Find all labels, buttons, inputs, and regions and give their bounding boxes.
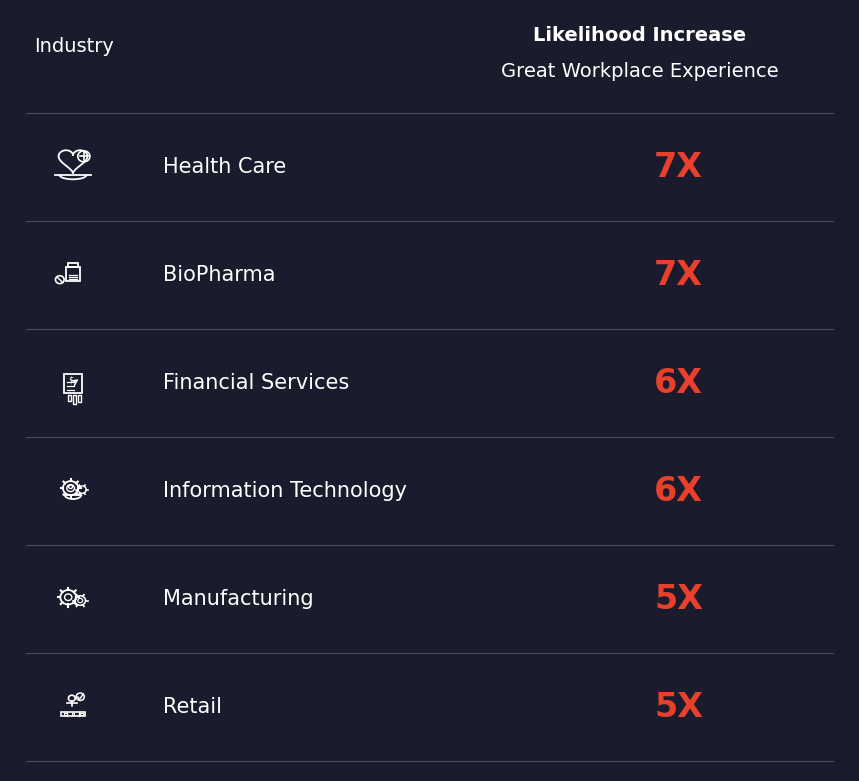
Bar: [78, 395, 81, 402]
Bar: [68, 395, 71, 401]
Text: BioPharma: BioPharma: [163, 266, 276, 285]
Text: Industry: Industry: [34, 37, 114, 56]
Text: $: $: [69, 375, 74, 384]
Text: 5X: 5X: [654, 583, 704, 616]
Text: 6X: 6X: [654, 367, 704, 400]
Text: Manufacturing: Manufacturing: [163, 590, 314, 609]
Text: Likelihood Increase: Likelihood Increase: [533, 26, 746, 45]
Text: 6X: 6X: [654, 475, 704, 508]
Bar: [73, 395, 76, 404]
Text: Health Care: Health Care: [163, 157, 286, 177]
Text: 7X: 7X: [654, 151, 704, 184]
Text: 7X: 7X: [654, 259, 704, 292]
Text: 5X: 5X: [654, 691, 704, 724]
Text: Financial Services: Financial Services: [163, 373, 350, 394]
Text: Great Workplace Experience: Great Workplace Experience: [501, 62, 779, 81]
Text: Retail: Retail: [163, 697, 222, 718]
Text: Information Technology: Information Technology: [163, 481, 407, 501]
